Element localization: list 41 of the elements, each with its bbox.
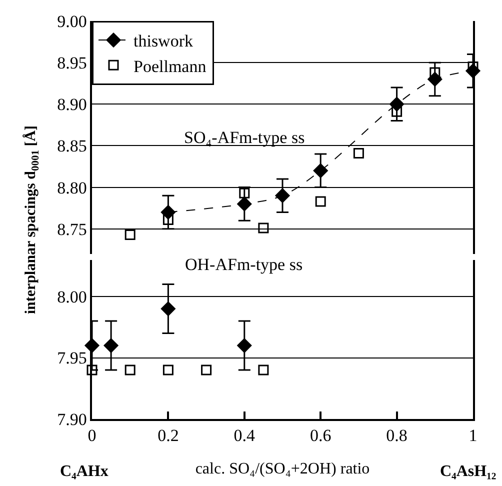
point — [86, 364, 98, 376]
legend-label: Poellmann — [134, 56, 207, 76]
y-tick-label: 7.95 — [57, 348, 87, 368]
y-tick-label: 8.75 — [57, 220, 87, 239]
y-tick-label: 8.95 — [57, 54, 87, 73]
point — [258, 222, 269, 234]
x-tick-label: 0.6 — [310, 426, 332, 446]
x-tick-label: 0.2 — [158, 426, 179, 446]
y-tick-label: 8.00 — [57, 287, 87, 306]
y-tick-label: 8.85 — [57, 136, 87, 156]
point — [162, 214, 174, 225]
point — [258, 364, 269, 376]
point — [160, 302, 176, 316]
point — [353, 148, 364, 158]
point — [237, 338, 252, 353]
point — [104, 338, 118, 353]
point — [313, 163, 328, 178]
point — [237, 196, 252, 212]
point — [124, 364, 136, 376]
point — [392, 106, 402, 117]
point — [201, 364, 212, 376]
point — [430, 67, 440, 78]
point — [315, 196, 326, 207]
annotation: SO₄-AFm-type ss — [184, 128, 305, 147]
point — [124, 229, 136, 240]
x-axis-title: calc. SO₄/(SO₄+2OH) ratio — [195, 460, 370, 478]
x-tick-label: 1 — [468, 426, 478, 446]
x-tick-label: 0.4 — [234, 426, 256, 446]
x-tick-label: 0.8 — [386, 426, 408, 446]
annotation: OH-AFm-type ss — [185, 255, 303, 274]
y-tick-label: 9.00 — [57, 12, 87, 31]
legend-label: thiswork — [134, 32, 194, 51]
text: C₄AHx — [60, 463, 108, 480]
x-tick-label: 0 — [88, 426, 96, 446]
text: C₄AsH₁₂ — [440, 463, 496, 480]
y-tick-label: 8.80 — [57, 178, 87, 198]
point — [239, 188, 250, 198]
y-tick-label: 8.90 — [57, 95, 87, 114]
y-tick-label: 7.90 — [57, 410, 87, 429]
point — [275, 188, 290, 203]
point — [162, 364, 174, 376]
